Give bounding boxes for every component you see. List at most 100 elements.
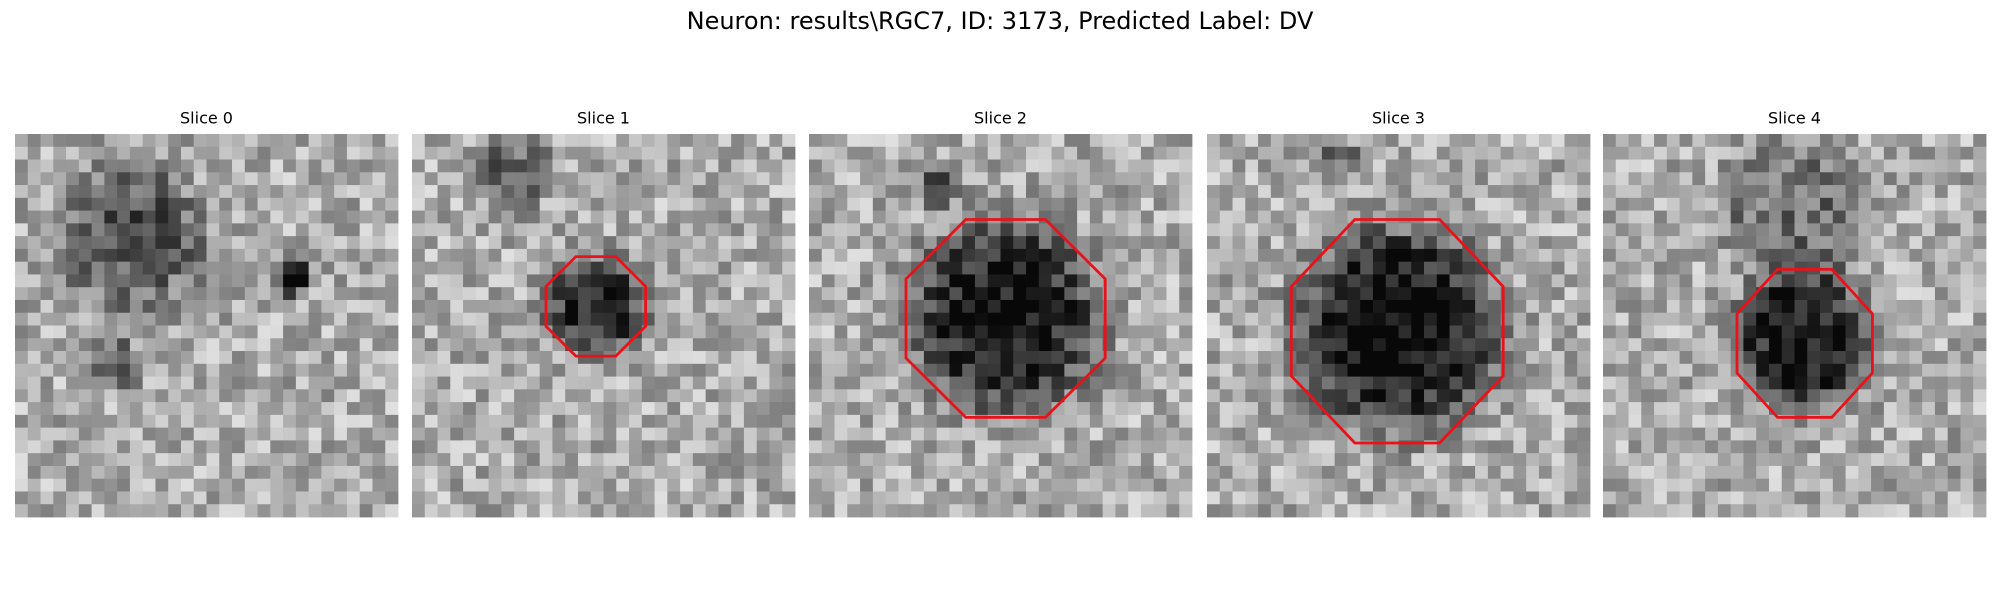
pixel [1013, 440, 1027, 454]
pixel [1794, 338, 1808, 352]
pixel [1436, 389, 1450, 403]
pixel [731, 351, 745, 365]
pixel [1372, 210, 1387, 224]
pixel [1462, 223, 1476, 237]
pixel [1603, 134, 1617, 148]
pixel [1064, 210, 1078, 224]
pixel [1654, 146, 1668, 160]
pixel [1334, 236, 1348, 250]
pixel [1564, 248, 1578, 263]
pixel [412, 210, 426, 224]
pixel [1564, 504, 1578, 518]
pixel [463, 172, 477, 186]
pixel [193, 134, 207, 148]
pixel [769, 376, 783, 390]
pixel [654, 504, 668, 518]
pixel [180, 427, 195, 441]
pixel [1102, 134, 1116, 148]
pixel [1615, 465, 1629, 480]
pixel [577, 453, 592, 467]
pixel [295, 223, 310, 237]
pixel [1296, 351, 1310, 365]
pixel [1743, 210, 1757, 224]
pixel [1411, 261, 1425, 275]
pixel [1756, 210, 1770, 224]
pixel [244, 427, 258, 441]
pixel [1666, 389, 1680, 403]
pixel [1603, 248, 1617, 263]
pixel [718, 402, 732, 416]
pixel [1564, 325, 1578, 339]
pixel [667, 185, 681, 199]
pixel [680, 453, 694, 467]
pixel [1013, 351, 1027, 365]
pixel [346, 134, 361, 148]
pixel [372, 414, 386, 429]
pixel [1013, 146, 1027, 160]
pixel [1270, 402, 1284, 416]
pixel [53, 287, 67, 301]
pixel [15, 402, 29, 416]
pixel [603, 223, 617, 237]
pixel [1026, 351, 1040, 365]
pixel [962, 172, 976, 186]
pixel [923, 172, 938, 186]
pixel [1692, 402, 1706, 416]
pixel [1538, 338, 1553, 352]
pixel [463, 146, 477, 160]
pixel [1807, 427, 1821, 441]
pixel [1896, 363, 1910, 377]
pixel [590, 287, 604, 301]
pixel [359, 210, 373, 224]
pixel [898, 465, 912, 480]
pixel [692, 197, 707, 211]
pixel [270, 274, 284, 288]
pixel [962, 185, 976, 199]
pixel [193, 274, 207, 288]
pixel [1000, 363, 1014, 377]
pixel [66, 159, 80, 173]
pixel [463, 159, 477, 173]
pixel [1140, 134, 1155, 148]
pixel [718, 465, 732, 480]
pixel [1411, 312, 1425, 326]
pixel [1832, 491, 1846, 505]
pixel [1077, 185, 1091, 199]
pixel [142, 274, 156, 288]
pixel [1692, 172, 1706, 186]
pixel [91, 312, 105, 326]
pixel [155, 363, 169, 377]
pixel [1270, 325, 1284, 339]
pixel [743, 197, 758, 211]
pixel [1909, 287, 1923, 301]
pixel [949, 210, 963, 224]
pixel [1564, 287, 1578, 301]
pixel [1743, 351, 1757, 365]
pixel [1692, 146, 1706, 160]
pixel [860, 338, 874, 352]
pixel [1115, 363, 1129, 377]
pixel [104, 465, 118, 480]
pixel [1128, 159, 1142, 173]
pixel [590, 351, 604, 365]
pixel [1692, 134, 1706, 148]
pixel [1845, 146, 1859, 160]
pixel [1026, 287, 1040, 301]
pixel [1360, 312, 1374, 326]
pixel [104, 210, 118, 224]
pixel [1781, 159, 1795, 173]
pixel [346, 363, 361, 377]
pixel [15, 185, 29, 199]
pixel [1309, 440, 1323, 454]
pixel [1781, 287, 1795, 301]
pixel [244, 236, 258, 250]
pixel [872, 440, 886, 454]
pixel [809, 414, 823, 429]
pixel [949, 376, 963, 390]
pixel [1026, 453, 1040, 467]
pixel [1140, 299, 1155, 314]
pixel [1219, 146, 1233, 160]
pixel [180, 146, 195, 160]
pixel [412, 134, 426, 148]
pixel [1934, 248, 1949, 263]
